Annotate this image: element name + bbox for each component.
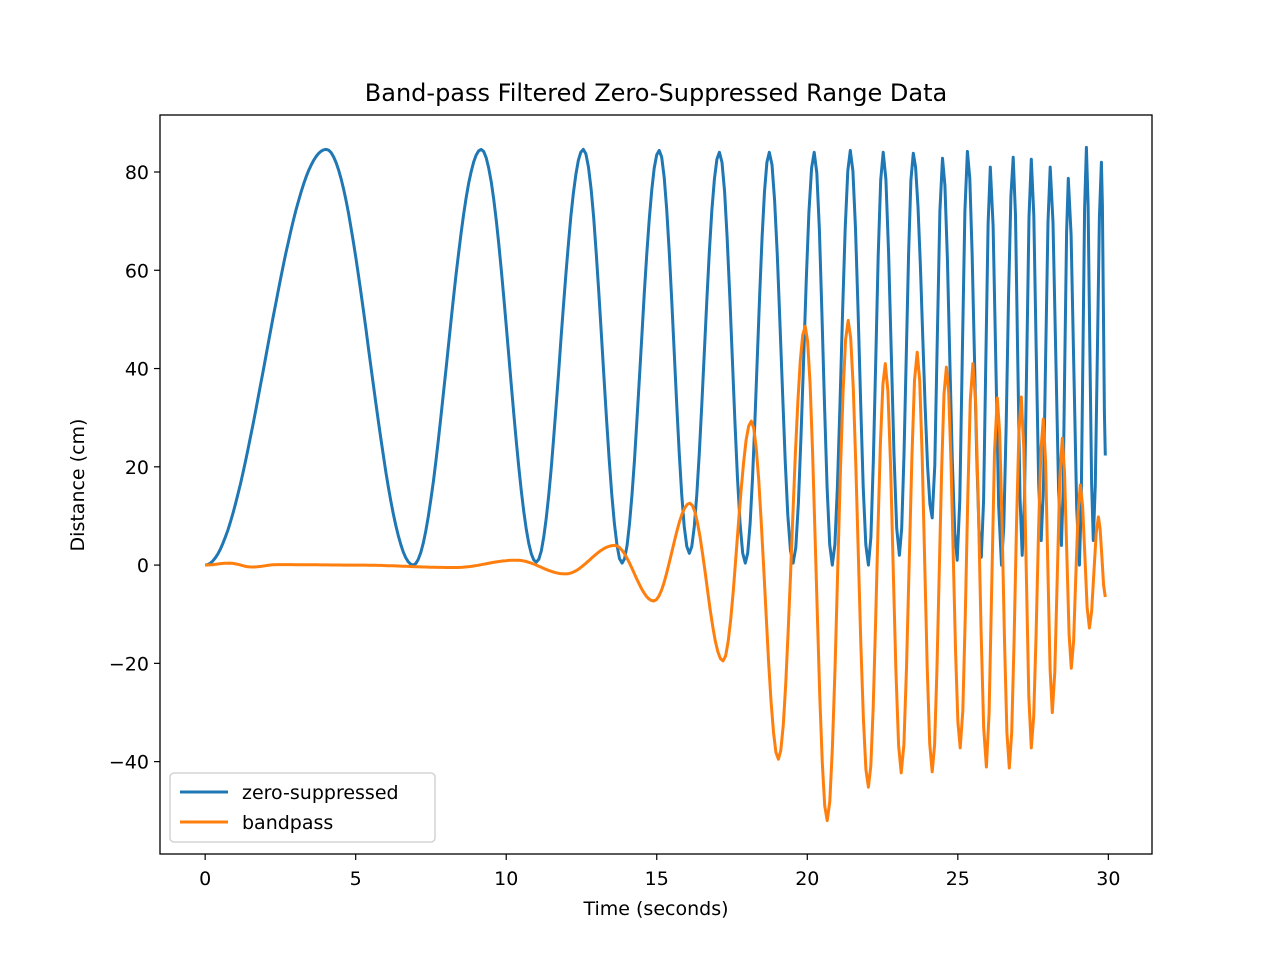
y-tick-label: −20 [109, 653, 149, 675]
legend-label-bandpass: bandpass [242, 812, 333, 834]
legend-box [169, 772, 436, 843]
legend: zero-suppressed bandpass [169, 772, 436, 843]
series-line-zero-suppressed [204, 145, 1107, 567]
x-tick-label: 10 [494, 868, 518, 890]
plot-frame [159, 114, 1153, 855]
series-layer [204, 145, 1107, 823]
x-tick-label: 20 [795, 868, 819, 890]
x-tick-label: 5 [350, 868, 362, 890]
y-tick-label: 0 [137, 555, 149, 577]
chart-title: Band-pass Filtered Zero-Suppressed Range… [365, 79, 947, 107]
y-tick-label: 60 [125, 260, 149, 282]
y-tick-label: 40 [125, 359, 149, 381]
x-tick-label: 30 [1096, 868, 1120, 890]
series-line-bandpass [205, 318, 1107, 823]
x-tick-label: 15 [645, 868, 669, 890]
legend-label-zero-suppressed: zero-suppressed [242, 782, 399, 804]
y-axis-label: Distance (cm) [67, 419, 89, 552]
y-axis: −40 −20 0 20 40 60 80 [109, 162, 160, 774]
x-tick-label: 0 [199, 868, 211, 890]
y-tick-label: 80 [125, 162, 149, 184]
x-axis: 0 5 10 15 20 25 30 [199, 854, 1120, 890]
x-axis-label: Time (seconds) [582, 898, 728, 920]
y-tick-label: 20 [125, 457, 149, 479]
x-tick-label: 25 [946, 868, 970, 890]
y-tick-label: −40 [109, 752, 149, 774]
